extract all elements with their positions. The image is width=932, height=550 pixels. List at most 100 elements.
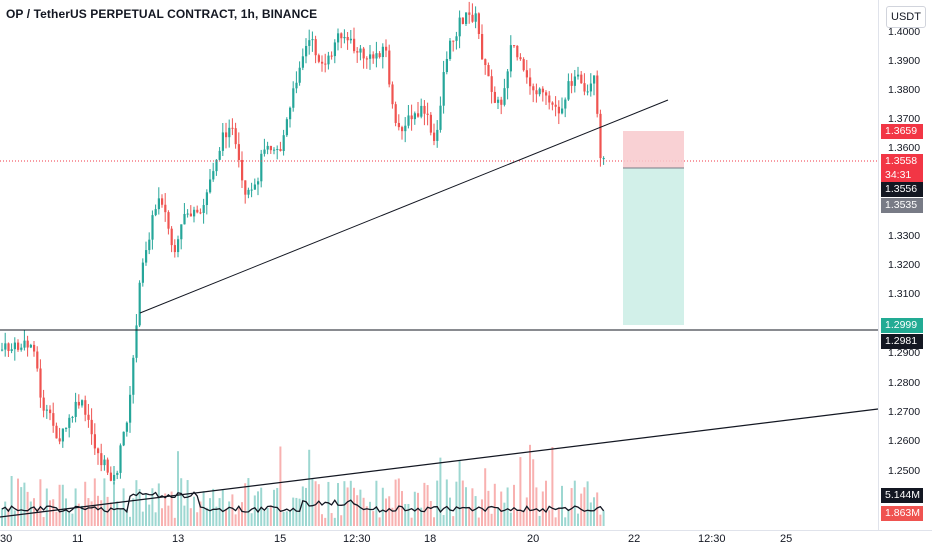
- volume-bar: [113, 481, 115, 526]
- volume-bar: [503, 502, 506, 526]
- volume-bar: [516, 510, 519, 526]
- prev-price-badge: 1.3535: [881, 198, 923, 213]
- volume-bar: [116, 501, 119, 526]
- candle-body: [257, 181, 260, 185]
- candle-body: [164, 204, 167, 213]
- volume-bar: [167, 505, 170, 526]
- volume-bar: [135, 480, 138, 526]
- volume-bar: [365, 506, 368, 526]
- volume-bar: [545, 480, 547, 526]
- volume-bar: [452, 516, 455, 526]
- price-tick: 1.2900: [888, 347, 921, 359]
- candle-body: [237, 144, 240, 160]
- volume-bar: [356, 495, 359, 526]
- volume-bar: [324, 517, 327, 526]
- candle-body: [199, 212, 202, 214]
- candle-body: [132, 357, 135, 395]
- volume-bar: [84, 481, 87, 526]
- candle-body: [106, 459, 109, 473]
- volume-bar: [426, 485, 429, 526]
- candle-body: [52, 413, 55, 426]
- volume-bar: [477, 517, 480, 526]
- price-tick: 1.4000: [888, 26, 921, 38]
- volume-bar: [321, 514, 323, 526]
- candle-body: [247, 189, 250, 195]
- candle-body: [244, 180, 247, 195]
- volume-bar: [218, 498, 221, 526]
- time-tick: 20: [527, 533, 540, 545]
- candle-body: [455, 36, 458, 41]
- candle-body: [529, 77, 532, 87]
- volume-bar: [436, 480, 439, 526]
- price-tick: 1.3200: [888, 259, 921, 271]
- volume-bar: [465, 487, 467, 526]
- time-tick: 25: [780, 533, 793, 545]
- candle-body: [599, 113, 602, 159]
- volume-bar: [36, 508, 39, 526]
- volume-bar: [404, 504, 407, 526]
- volume-bar: [125, 509, 128, 526]
- volume-bar: [109, 502, 112, 526]
- currency-button[interactable]: USDT: [886, 6, 926, 28]
- volume-bar: [506, 487, 509, 526]
- volume-bar: [401, 491, 403, 526]
- candle-body: [145, 250, 148, 263]
- volume-bar: [295, 497, 298, 526]
- volume-bar: [202, 491, 205, 526]
- volume-bar: [221, 489, 224, 526]
- entry-price-badge: 1.3556: [881, 182, 923, 197]
- volume-bar: [292, 497, 295, 526]
- volume-bar: [397, 478, 400, 526]
- candle-body: [548, 95, 551, 103]
- volume-bar: [279, 446, 282, 526]
- candle-body: [583, 83, 586, 92]
- volume-bar: [513, 484, 515, 526]
- time-tick: 11: [72, 533, 84, 545]
- price-tick: 1.3300: [888, 230, 921, 242]
- volume-bar: [10, 475, 13, 526]
- price-tick: 1.2700: [888, 406, 921, 418]
- symbol-title[interactable]: OP / TetherUS PERPETUAL CONTRACT, 1h, BI…: [6, 7, 318, 21]
- volume-bar: [458, 460, 461, 526]
- candle-body: [170, 228, 173, 246]
- volume-bar: [439, 457, 442, 526]
- candle-body: [340, 33, 343, 39]
- volume-bar: [529, 444, 531, 526]
- volume-bar: [420, 507, 423, 526]
- candle-body: [564, 99, 567, 109]
- volume-bar: [586, 481, 589, 526]
- candle-body: [26, 340, 29, 348]
- candle-body: [295, 82, 298, 89]
- candle-body: [218, 150, 221, 160]
- candle-body: [97, 448, 100, 454]
- volume-bar: [372, 511, 375, 526]
- volume-bar: [7, 508, 10, 526]
- candle-body: [506, 71, 509, 89]
- candle-body: [135, 325, 138, 358]
- volume-bar: [119, 507, 122, 526]
- candle-body: [330, 55, 333, 57]
- candle-body: [125, 422, 128, 432]
- volume-bar: [474, 496, 477, 526]
- volume-bar: [301, 486, 304, 526]
- candle-body: [580, 74, 583, 84]
- candle-body: [519, 57, 522, 60]
- volume-bar: [343, 481, 346, 526]
- candle-body: [100, 453, 103, 466]
- candle-body: [503, 88, 506, 105]
- volume-bar: [493, 483, 496, 526]
- candle-body: [263, 149, 266, 154]
- volume-bar: [100, 500, 103, 526]
- candle-body: [589, 83, 592, 92]
- volume-bar: [388, 496, 391, 526]
- candle-body: [1, 349, 4, 351]
- volume-bar: [538, 515, 541, 526]
- volume-bar: [151, 488, 154, 526]
- candle-body: [301, 56, 304, 68]
- volume-bar: [340, 515, 343, 526]
- candle-body: [13, 342, 16, 350]
- price-tick: 1.2500: [888, 465, 921, 477]
- candle-body: [442, 72, 445, 106]
